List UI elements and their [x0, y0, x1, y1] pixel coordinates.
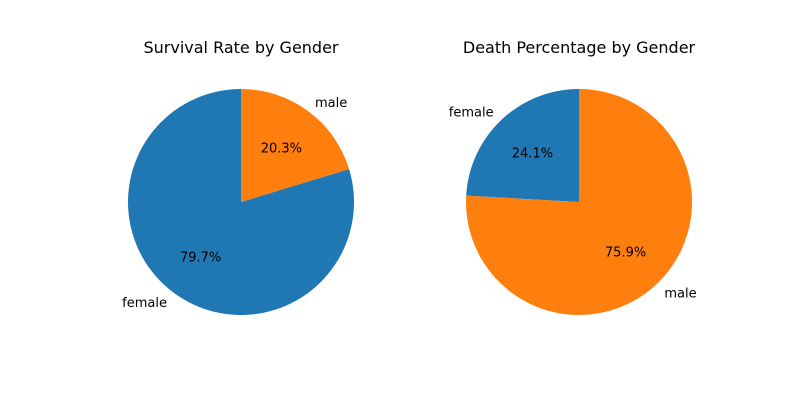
survival-percent-label-female: 79.7%: [180, 250, 221, 265]
survival-chart-title: Survival Rate by Gender: [143, 38, 338, 57]
survival-slice-female: [127, 89, 354, 315]
death-category-label-male: male: [664, 286, 696, 301]
death-pie-chart: Death Percentage by Gender 24.1% female 75…: [449, 38, 697, 315]
death-slice-male: [466, 89, 693, 315]
survival-category-label-female: female: [122, 296, 167, 311]
survival-category-label-male: male: [315, 96, 347, 111]
death-category-label-female: female: [449, 106, 494, 121]
survival-pie-chart: Survival Rate by Gender 79.7% female 20.3%…: [122, 38, 354, 315]
survival-slice-male: [241, 89, 350, 202]
death-percent-label-male: 75.9%: [605, 245, 646, 260]
survival-percent-label-male: 20.3%: [261, 142, 302, 157]
death-chart-title: Death Percentage by Gender: [463, 38, 696, 57]
death-percent-label-female: 24.1%: [512, 147, 553, 162]
death-slice-female: [466, 89, 579, 202]
